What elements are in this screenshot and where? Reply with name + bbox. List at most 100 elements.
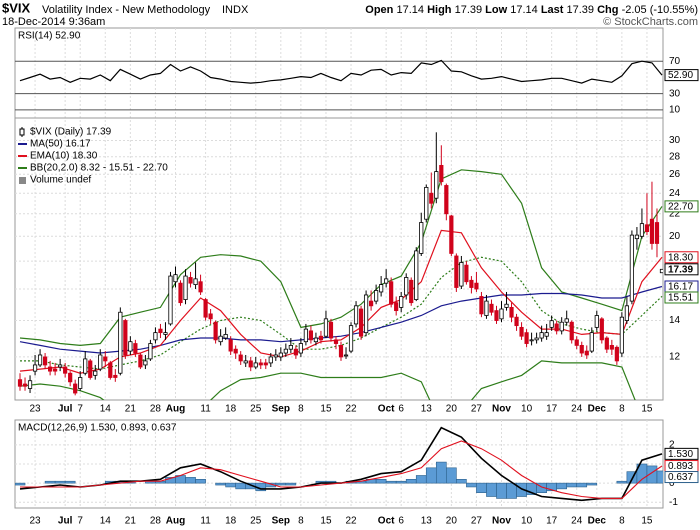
candle-body <box>53 368 58 372</box>
x-tick-label: 13 <box>421 404 433 415</box>
bb-middle <box>20 256 663 370</box>
candle-body <box>654 222 660 244</box>
x-tick-label: 15 <box>320 516 332 527</box>
y-tick-label: 30 <box>669 135 681 146</box>
candle-body <box>519 326 524 337</box>
legend-label: $VIX (Daily) 17.39 <box>30 127 112 138</box>
candle-body <box>348 325 354 352</box>
x-tick-label: 22 <box>345 404 357 415</box>
histogram-bar <box>566 482 578 488</box>
candle-body <box>474 282 479 290</box>
x-tick-label: 6 <box>398 404 404 415</box>
candle-body <box>123 320 128 356</box>
candle-body <box>32 364 38 372</box>
plot-area <box>15 420 663 508</box>
quote-value: 17.39 <box>567 4 595 16</box>
histogram-bar <box>54 480 66 484</box>
candle-body <box>138 354 143 368</box>
candle-body <box>454 255 459 288</box>
candle-body <box>549 320 554 328</box>
candle-body <box>148 343 153 360</box>
candle-body <box>343 354 349 357</box>
y-tick-label: 26 <box>669 169 681 180</box>
y-tick-label: -1 <box>669 497 678 508</box>
candle-body <box>183 275 188 300</box>
value-box-label: 22.70 <box>668 202 693 213</box>
candle-body <box>514 316 519 327</box>
candle-body <box>93 370 98 376</box>
value-box <box>664 200 699 213</box>
histogram-bar <box>15 482 26 486</box>
plot-area <box>15 28 663 118</box>
x-tick-label: 7 <box>77 404 83 415</box>
histogram-bar <box>616 480 628 484</box>
bb-upper <box>19 169 663 347</box>
x-tick-label: 8 <box>619 516 625 527</box>
value-box-label: 0.893 <box>668 461 693 472</box>
quote-value: 17.39 <box>455 4 483 16</box>
x-tick-label: 8 <box>619 404 625 415</box>
quote-label: Last <box>541 4 564 16</box>
quote-label: Chg <box>597 4 618 16</box>
candle-body <box>464 264 469 283</box>
histogram-bar <box>395 480 407 484</box>
x-tick-label: Sep <box>272 404 290 415</box>
candle-body <box>619 316 624 354</box>
y-tick-label: 10 <box>669 105 681 116</box>
histogram-bar <box>285 482 297 486</box>
candle-body <box>564 318 569 323</box>
candle-body <box>434 171 439 199</box>
candle-body <box>404 277 409 296</box>
candle-body <box>353 305 359 325</box>
legend-label: BB(20,2.0) 8.32 - 15.51 - 22.70 <box>30 163 168 174</box>
macd-line <box>20 440 663 499</box>
histogram-bar <box>476 482 487 493</box>
x-tick-label: Oct <box>378 516 395 527</box>
candle-body <box>37 354 43 366</box>
candle-body <box>609 345 614 350</box>
legend-label: MA(50) 16.17 <box>30 139 91 150</box>
candle-body <box>238 354 243 362</box>
x-tick-label: 25 <box>250 404 262 415</box>
legend-label: Volume undef <box>30 175 91 186</box>
histogram-bar <box>215 482 226 486</box>
histogram-bar <box>586 482 598 486</box>
x-tick-label: 27 <box>471 516 483 527</box>
x-tick-label: 14 <box>100 516 112 527</box>
histogram-bar <box>576 482 588 488</box>
y-tick-label: 14 <box>669 315 681 326</box>
candle-body <box>494 310 499 321</box>
x-tick-label: 15 <box>320 404 332 415</box>
x-tick-label: 27 <box>471 404 483 415</box>
histogram-bar <box>44 480 56 484</box>
candle-body <box>368 300 374 307</box>
candle-body <box>419 222 424 254</box>
x-tick-label: Jul <box>58 404 73 415</box>
x-tick-label: Dec <box>588 404 607 415</box>
y-tick-label: 2 <box>669 440 675 451</box>
quote: Open 17.14 High 17.39 Low 17.14 Last 17.… <box>365 4 698 16</box>
histogram-bar <box>656 470 663 484</box>
candle-body <box>363 294 369 334</box>
candle-body <box>273 354 278 358</box>
candle-body <box>524 332 529 344</box>
rsi-line <box>19 59 663 84</box>
candle-body <box>328 321 334 339</box>
candle-body <box>384 278 389 284</box>
candle-body <box>213 321 218 341</box>
candle-body <box>178 282 183 304</box>
candle-body <box>153 332 158 341</box>
value-box-label: 15.51 <box>668 293 693 304</box>
candle-body <box>228 339 233 352</box>
legend-label: MACD(12,26,9) 1.530, 0.893, 0.637 <box>18 423 177 434</box>
value-box <box>664 471 699 484</box>
candle-body <box>22 383 28 387</box>
candle-body <box>113 374 118 378</box>
candle-body <box>629 234 635 302</box>
candle-body <box>333 339 339 344</box>
histogram-bar <box>496 482 507 499</box>
candle-body <box>288 345 293 350</box>
y-tick-label: 20 <box>669 231 681 242</box>
x-tick-label: 24 <box>571 404 583 415</box>
x-tick-label: 11 <box>200 516 211 527</box>
